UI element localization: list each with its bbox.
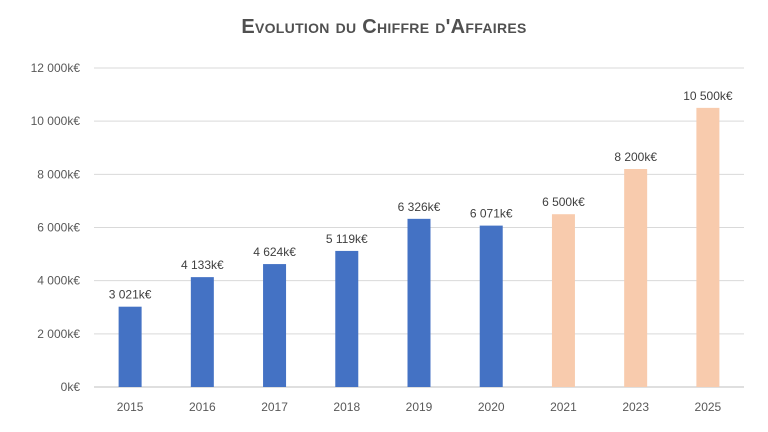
- bars: [118, 107, 720, 387]
- data-label-2023: 8 200k€: [614, 150, 657, 164]
- x-tick-label: 2020: [478, 400, 505, 414]
- y-tick-label: 4 000k€: [37, 274, 80, 288]
- bar-2025: [696, 107, 720, 387]
- x-axis-ticks: 2015 2016 2017 2018 2019 2020 2021 2023 2025: [117, 400, 722, 414]
- bar-2017: [263, 264, 287, 387]
- bar-2023: [624, 169, 648, 387]
- x-tick-label: 2018: [333, 400, 360, 414]
- y-tick-label: 8 000k€: [37, 167, 80, 181]
- bar-2016: [190, 277, 214, 387]
- x-tick-label: 2025: [695, 400, 722, 414]
- data-label-2017: 4 624k€: [253, 245, 296, 259]
- data-label-2016: 4 133k€: [181, 258, 224, 272]
- y-tick-label: 12 000k€: [31, 61, 81, 75]
- y-tick-label: 6 000k€: [37, 221, 80, 235]
- x-tick-label: 2016: [189, 400, 216, 414]
- y-tick-label: 0k€: [61, 380, 81, 394]
- bar-2020: [479, 225, 503, 387]
- x-tick-label: 2019: [406, 400, 433, 414]
- data-label-2015: 3 021k€: [109, 288, 152, 302]
- data-label-2020: 6 071k€: [470, 207, 513, 221]
- data-labels: 3 021k€ 4 133k€ 4 624k€ 5 119k€ 6 326k€ 6 071…: [109, 89, 733, 302]
- bar-2019: [407, 218, 431, 387]
- bar-2018: [335, 250, 359, 387]
- bar-2021: [551, 214, 575, 387]
- x-tick-label: 2015: [117, 400, 144, 414]
- y-axis-ticks: 0k€ 2 000k€ 4 000k€ 6 000k€ 8 000k€ 10 000k€ 1…: [31, 61, 81, 394]
- data-label-2019: 6 326k€: [398, 200, 441, 214]
- y-tick-label: 10 000k€: [31, 114, 81, 128]
- x-tick-label: 2017: [261, 400, 288, 414]
- x-tick-label: 2023: [622, 400, 649, 414]
- x-tick-label: 2021: [550, 400, 577, 414]
- bar-2015: [118, 306, 142, 387]
- chart-title: Evolution du Chiffre d'Affaires: [241, 16, 527, 38]
- y-tick-label: 2 000k€: [37, 327, 80, 341]
- data-label-2018: 5 119k€: [326, 232, 368, 246]
- data-label-2025: 10 500k€: [683, 89, 733, 103]
- data-label-2021: 6 500k€: [542, 195, 585, 209]
